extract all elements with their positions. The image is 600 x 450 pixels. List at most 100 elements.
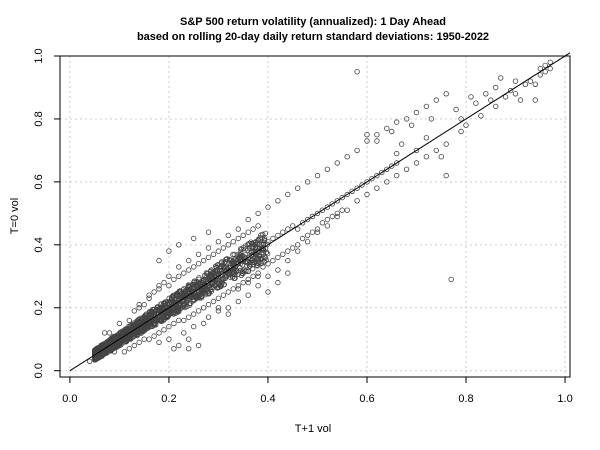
data-point [248, 249, 254, 256]
data-point [384, 166, 390, 172]
data-point [379, 169, 385, 176]
data-point [364, 191, 370, 198]
data-point [126, 317, 132, 324]
data-point [394, 119, 400, 125]
data-point [136, 301, 142, 308]
data-point [384, 125, 390, 132]
data-point [230, 251, 236, 258]
x-axis: 0.0 0.2 0.4 0.6 0.8 1.0 [62, 377, 573, 405]
data-point [324, 223, 331, 229]
data-point [239, 270, 245, 276]
data-point [158, 317, 164, 323]
data-point [86, 358, 93, 364]
data-point [334, 213, 340, 220]
data-point [136, 339, 142, 346]
data-point [110, 340, 117, 346]
data-point [195, 293, 201, 299]
data-point [155, 312, 161, 318]
data-point [223, 256, 229, 263]
data-point [176, 317, 182, 324]
data-point [156, 257, 162, 264]
y-tick-label: 1.0 [33, 48, 45, 63]
chart-subtitle: based on rolling 20-day daily return sta… [137, 31, 489, 43]
data-point [166, 300, 172, 306]
data-point [374, 131, 380, 138]
data-point [290, 223, 296, 229]
data-point [304, 232, 311, 239]
data-point [195, 251, 202, 257]
data-point [275, 198, 281, 204]
data-point [202, 282, 209, 289]
chart-title: S&P 500 return volatility (annualized): … [180, 16, 446, 28]
data-point [232, 257, 238, 263]
data-point [176, 264, 182, 270]
data-point [532, 97, 538, 103]
data-point [146, 292, 152, 298]
data-point [349, 188, 355, 194]
data-point [295, 248, 301, 254]
data-point [225, 305, 231, 311]
data-point [169, 295, 175, 301]
data-point [265, 204, 271, 210]
data-point [255, 260, 261, 266]
data-point [237, 265, 243, 271]
data-point [156, 330, 162, 336]
data-point [275, 254, 281, 261]
data-point [270, 235, 276, 242]
data-point [319, 207, 326, 213]
data-point [185, 314, 192, 320]
data-point [220, 292, 227, 298]
data-point [166, 283, 172, 289]
data-point [160, 302, 166, 309]
data-point [203, 286, 210, 293]
x-axis-label: T+1 vol [295, 423, 331, 435]
data-point [295, 185, 301, 191]
data-point [463, 122, 469, 128]
data-point [214, 285, 220, 291]
data-point [245, 276, 251, 283]
data-point [547, 59, 553, 65]
data-point [238, 246, 245, 253]
data-point [339, 207, 345, 213]
data-point [285, 257, 291, 264]
data-point [185, 257, 192, 264]
data-point [234, 261, 241, 267]
data-point [241, 267, 247, 273]
data-point [250, 226, 256, 232]
data-point [156, 286, 162, 292]
data-point [512, 78, 519, 84]
data-point [384, 179, 390, 185]
y-tick-label: 0.8 [33, 111, 45, 126]
data-point [374, 172, 380, 179]
data-point [167, 304, 173, 310]
x-tick-label: 1.0 [557, 393, 572, 405]
data-point [403, 116, 410, 122]
data-point [245, 292, 251, 298]
data-point [344, 153, 350, 160]
data-point [364, 131, 370, 138]
data-point [195, 308, 202, 314]
data-point [200, 305, 207, 311]
data-point [205, 314, 212, 320]
data-point [255, 223, 261, 229]
data-point [181, 270, 187, 276]
data-point [260, 264, 266, 270]
data-point [354, 198, 360, 204]
data-point [329, 201, 335, 207]
data-point [126, 346, 132, 352]
data-point [156, 339, 162, 346]
data-point [166, 248, 172, 254]
data-point [280, 251, 286, 257]
data-point [235, 235, 241, 242]
data-point [230, 260, 237, 267]
y-tick-label: 0.4 [33, 237, 45, 252]
data-point [374, 185, 380, 191]
data-point [324, 216, 331, 223]
data-point [369, 175, 375, 182]
data-point [364, 179, 370, 185]
data-point [222, 275, 228, 281]
data-point [428, 116, 435, 122]
data-point [146, 295, 152, 301]
data-point [314, 226, 321, 232]
data-point [522, 81, 529, 87]
